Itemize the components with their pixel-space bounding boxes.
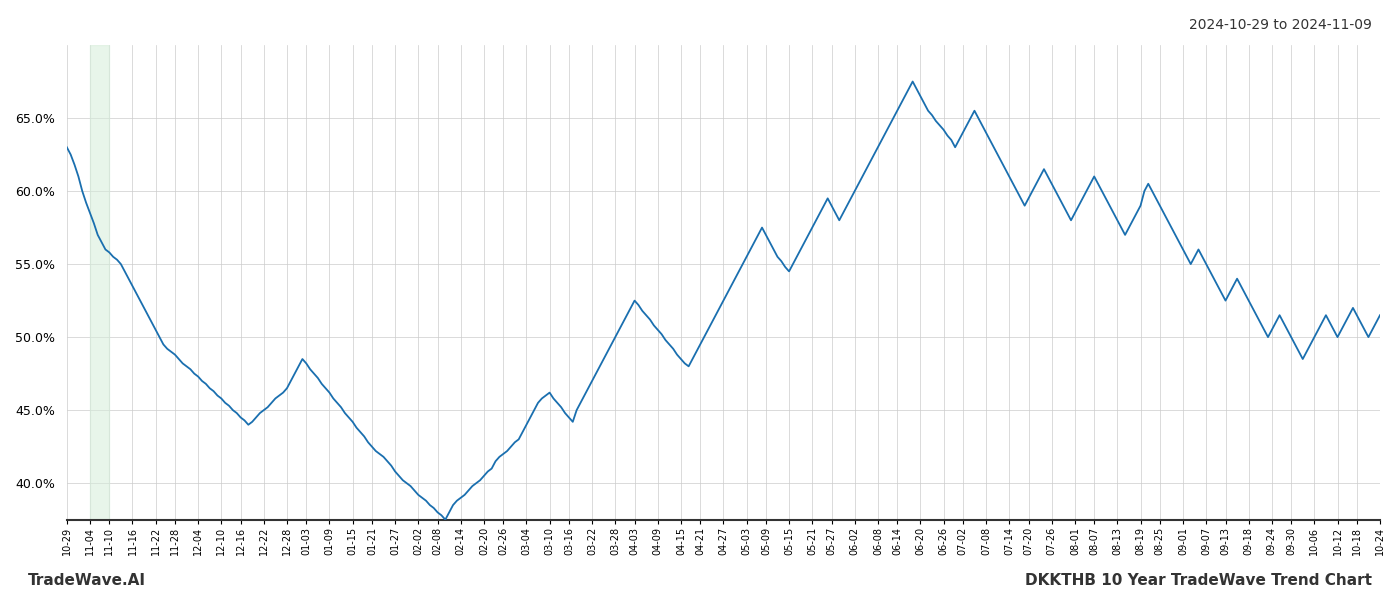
Text: TradeWave.AI: TradeWave.AI <box>28 573 146 588</box>
Text: DKKTHB 10 Year TradeWave Trend Chart: DKKTHB 10 Year TradeWave Trend Chart <box>1025 573 1372 588</box>
Bar <box>90 45 109 520</box>
Text: 2024-10-29 to 2024-11-09: 2024-10-29 to 2024-11-09 <box>1189 18 1372 32</box>
